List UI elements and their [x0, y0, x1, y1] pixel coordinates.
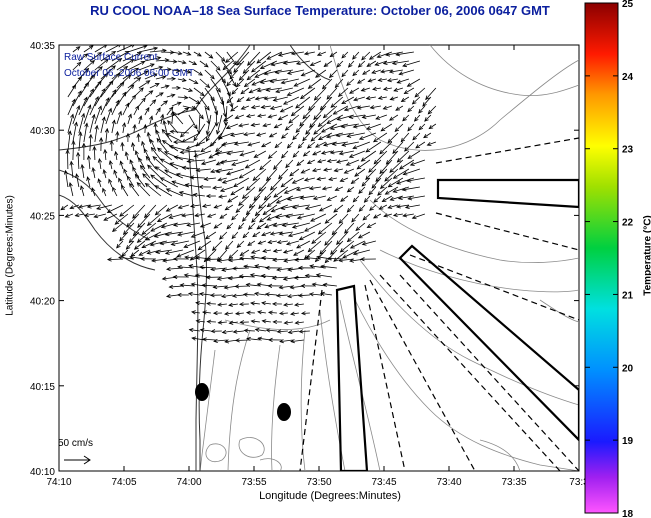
- scale-arrow: [64, 455, 91, 465]
- scale-label: 50 cm/s: [58, 438, 94, 449]
- x-tick-label: 73:45: [371, 477, 396, 488]
- x-axis-ticks: 74:10 74:05 74:00 73:55 73:50 73:45 73:40 73:35…: [46, 45, 589, 488]
- x-tick-label: 73:55: [241, 477, 266, 488]
- colorbar-tick-label: 18: [622, 509, 634, 518]
- colorbar-tick-label: 24: [622, 72, 634, 83]
- y-axis-title: Latitude (Degrees:Minutes): [4, 195, 16, 316]
- x-tick-label: 74:00: [176, 477, 201, 488]
- colorbar-tick-label: 20: [622, 363, 634, 374]
- colorbar-tick-label: 23: [622, 145, 634, 156]
- annotation-current-label: Raw Surface Current: [64, 52, 158, 63]
- colorbar-title: Temperature (°C): [642, 215, 651, 296]
- x-tick-label: 73:35: [501, 477, 526, 488]
- mooring-marker: [277, 403, 291, 421]
- radar-exclusion-polygons: [335, 178, 579, 471]
- y-tick-label: 40:15: [30, 382, 55, 393]
- x-tick-label: 73:50: [306, 477, 331, 488]
- radar-coverage-lines: [299, 137, 579, 471]
- mooring-marker: [195, 383, 209, 401]
- x-tick-label: 73:3: [569, 477, 589, 488]
- y-tick-label: 40:30: [30, 126, 55, 137]
- annotation-current-date: October 06, 2006 06:00 GMT: [64, 68, 195, 79]
- y-tick-label: 40:35: [30, 41, 55, 52]
- y-tick-label: 40:10: [30, 467, 55, 478]
- colorbar-tick-label: 19: [622, 436, 634, 447]
- y-tick-label: 40:20: [30, 297, 55, 308]
- colorbar-ticks: 25 24 23 22 21 20 19 18: [585, 0, 634, 518]
- colorbar: [584, 2, 619, 514]
- colorbar-tick-label: 25: [622, 0, 634, 10]
- x-tick-label: 73:40: [436, 477, 461, 488]
- x-axis-title: Longitude (Degrees:Minutes): [259, 490, 401, 502]
- x-tick-label: 74:05: [111, 477, 136, 488]
- y-tick-label: 40:25: [30, 211, 55, 222]
- map-title: RU COOL NOAA–18 Sea Surface Temperature:…: [90, 3, 550, 18]
- x-tick-label: 74:10: [46, 477, 71, 488]
- colorbar-tick-label: 22: [622, 218, 634, 229]
- surface-current-vectors: [60, 45, 437, 344]
- colorbar-tick-label: 21: [622, 290, 634, 301]
- y-axis-ticks: 40:35 40:30 40:25 40:20 40:15 40:10: [30, 41, 579, 478]
